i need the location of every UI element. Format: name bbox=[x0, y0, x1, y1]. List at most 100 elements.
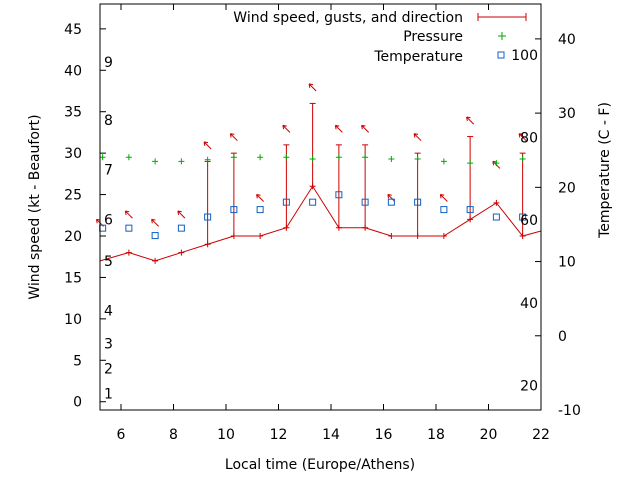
wind-speed-line bbox=[99, 185, 542, 262]
legend-marker-pressure bbox=[498, 32, 506, 40]
x-tick-label: 16 bbox=[375, 427, 393, 443]
fahrenheit-label: 100 bbox=[511, 48, 538, 64]
legend-label-temperature: Temperature bbox=[373, 49, 463, 65]
wind-direction-arrow bbox=[387, 193, 396, 202]
pressure-point bbox=[178, 158, 185, 165]
y-left-tick-label: 5 bbox=[73, 353, 82, 369]
y-left-tick-label: 45 bbox=[64, 22, 82, 38]
wind-direction-arrow bbox=[518, 133, 527, 142]
wind-direction-arrow bbox=[334, 124, 343, 133]
fahrenheit-label: 20 bbox=[520, 379, 538, 395]
beaufort-label: 3 bbox=[104, 337, 113, 353]
fahrenheit-label: 40 bbox=[520, 296, 538, 312]
y-left-tick-label: 20 bbox=[64, 229, 82, 245]
pressure-point bbox=[309, 155, 316, 162]
beaufort-label: 7 bbox=[104, 163, 113, 179]
x-tick-label: 20 bbox=[480, 427, 498, 443]
pressure-point bbox=[467, 160, 474, 167]
beaufort-label: 4 bbox=[104, 304, 113, 320]
temperature-point bbox=[204, 213, 212, 221]
temperature-point bbox=[151, 232, 159, 240]
y-left-tick-label: 35 bbox=[64, 105, 82, 121]
wind-direction-arrow bbox=[413, 133, 422, 142]
wind-direction-arrow bbox=[439, 193, 448, 202]
y-left-tick-label: 10 bbox=[64, 312, 82, 328]
beaufort-label: 8 bbox=[104, 113, 113, 129]
beaufort-label: 6 bbox=[104, 212, 113, 228]
beaufort-label: 2 bbox=[104, 362, 113, 378]
temperature-point bbox=[256, 206, 264, 214]
y-right-tick-label: 0 bbox=[558, 329, 567, 345]
x-axis-label: Local time (Europe/Athens) bbox=[225, 457, 415, 473]
legend-label-pressure: Pressure bbox=[403, 29, 463, 45]
wind-speed-point bbox=[178, 249, 185, 256]
pressure-point bbox=[204, 156, 211, 163]
y-left-tick-label: 15 bbox=[64, 270, 82, 286]
y-left-tick-label: 30 bbox=[64, 146, 82, 162]
y-axis-left-label: Wind speed (kt - Beaufort) bbox=[27, 114, 43, 299]
y-axis-right-label: Temperature (C - F) bbox=[597, 102, 613, 239]
temperature-point bbox=[414, 198, 422, 206]
temperature-point bbox=[309, 198, 317, 206]
legend-entry-pressure: Pressure bbox=[403, 29, 506, 45]
beaufort-label: 5 bbox=[104, 254, 113, 270]
pressure-point bbox=[335, 154, 342, 161]
wind-direction-arrow bbox=[466, 116, 475, 125]
wind-speed-point bbox=[125, 249, 132, 256]
legend-entry-wind: Wind speed, gusts, and direction bbox=[233, 10, 527, 26]
pressure-point bbox=[519, 155, 526, 162]
wind-speed-point bbox=[440, 233, 447, 239]
pressure-point bbox=[362, 154, 369, 161]
y-left-tick-label: 25 bbox=[64, 188, 82, 204]
pressure-point bbox=[414, 155, 421, 162]
wind-speed-point bbox=[493, 199, 500, 206]
fahrenheit-label: 60 bbox=[520, 213, 538, 229]
x-tick-label: 10 bbox=[217, 427, 235, 443]
temperature-point bbox=[125, 224, 133, 232]
pressure-point bbox=[152, 158, 159, 165]
wind-direction-arrow bbox=[177, 210, 186, 219]
y-left-tick-label: 0 bbox=[73, 395, 82, 411]
series-layer bbox=[95, 83, 542, 264]
pressure-point bbox=[125, 154, 132, 161]
tick-layer bbox=[100, 4, 542, 411]
pressure-point bbox=[230, 154, 237, 161]
plot-frame bbox=[99, 3, 542, 411]
x-tick-label: 18 bbox=[427, 427, 445, 443]
wind-direction-arrow bbox=[256, 193, 265, 202]
y-right-tick-label: 30 bbox=[558, 106, 576, 122]
temperature-point bbox=[492, 213, 500, 221]
legend-marker-temperature bbox=[497, 51, 505, 59]
pressure-point bbox=[99, 154, 106, 161]
label-layer: 6 8 10 12 14 16 18 20 22051015202530354045-10010… bbox=[64, 22, 581, 443]
wind-direction-arrow bbox=[308, 83, 317, 92]
temperature-point bbox=[519, 213, 527, 221]
wind-direction-arrow bbox=[361, 124, 370, 133]
pressure-point bbox=[493, 160, 500, 167]
x-tick-label: 8 bbox=[169, 427, 178, 443]
beaufort-label: 9 bbox=[104, 55, 113, 71]
wind-speed-point bbox=[152, 257, 159, 264]
pressure-point bbox=[440, 158, 447, 165]
wind-direction-arrow bbox=[282, 124, 291, 133]
temperature-point bbox=[177, 224, 185, 232]
temperature-point bbox=[387, 198, 395, 206]
pressure-point bbox=[283, 154, 290, 161]
x-tick-label: 6 bbox=[117, 427, 126, 443]
wind-speed-point bbox=[388, 233, 395, 239]
wind-speed-point bbox=[257, 233, 264, 239]
temperature-point bbox=[230, 206, 238, 214]
x-tick-label: 12 bbox=[270, 427, 288, 443]
pressure-point bbox=[257, 154, 264, 161]
temperature-point bbox=[440, 206, 448, 214]
wind-direction-arrow bbox=[151, 218, 160, 227]
pressure-point bbox=[388, 155, 395, 162]
temperature-point bbox=[466, 206, 474, 214]
temperature-point bbox=[335, 191, 343, 199]
wind-direction-arrow bbox=[124, 210, 133, 219]
x-tick-label: 22 bbox=[532, 427, 550, 443]
y-right-tick-label: 10 bbox=[558, 255, 576, 271]
y-right-tick-label: 20 bbox=[558, 180, 576, 196]
fahrenheit-label: 80 bbox=[520, 131, 538, 147]
